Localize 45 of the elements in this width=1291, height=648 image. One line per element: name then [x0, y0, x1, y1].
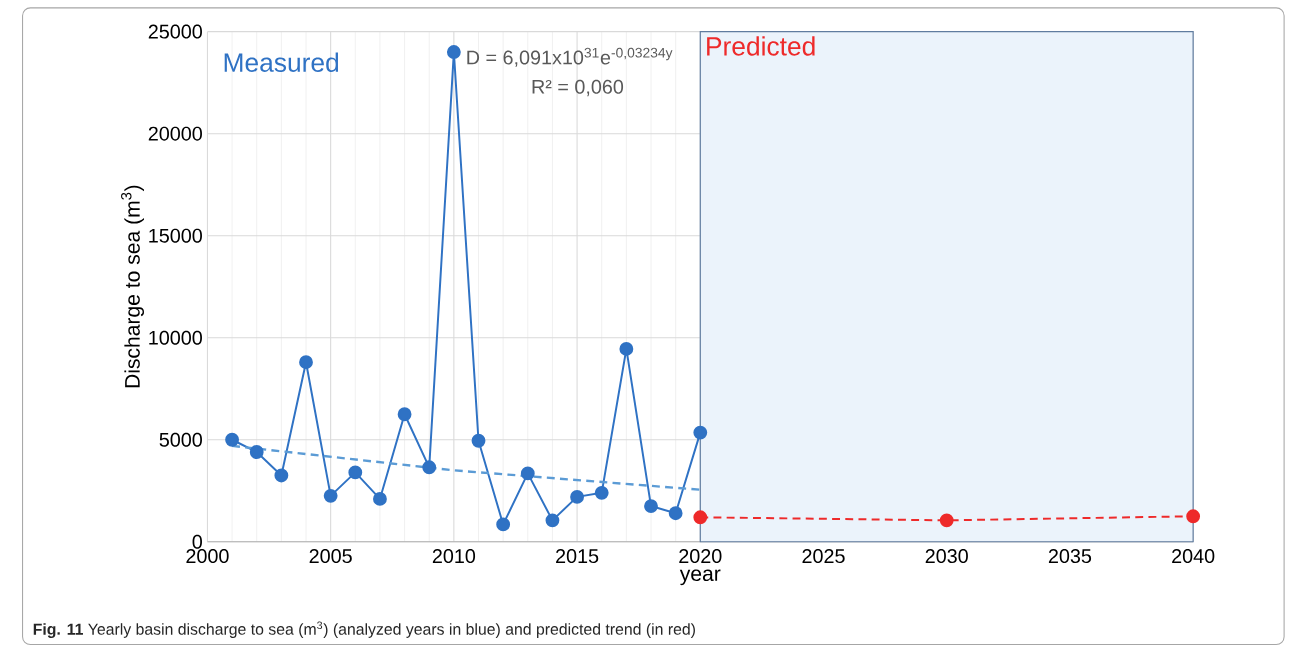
- point: [274, 468, 289, 483]
- point: [668, 506, 683, 521]
- x-tick-label: 2030: [925, 549, 968, 564]
- x-axis-title: year: [679, 569, 721, 586]
- point: [471, 434, 486, 448]
- y-tick-label: 15000: [149, 228, 202, 243]
- x-tick-label: 2040: [1172, 549, 1215, 564]
- text: Fig. 11 Yearly basin discharge to sea (m$^{3}$) (analyzed years in blue) and predicted trend (in red): [33, 621, 695, 639]
- point: [594, 486, 609, 500]
- x-tick-label: 2005: [309, 549, 352, 564]
- x-tick-label: 2020: [679, 549, 722, 564]
- point: [299, 355, 313, 370]
- x-tick-label: 2000: [186, 549, 229, 564]
- y-tick-label: 10000: [149, 330, 202, 345]
- point: [939, 513, 954, 528]
- x-tick-label: 2035: [1048, 549, 1092, 564]
- y-axis-title: Discharge to sea (m$^{3}$): [121, 185, 145, 388]
- point: [520, 466, 535, 481]
- y-tick-label: 5000: [159, 432, 202, 447]
- point: [1186, 509, 1201, 524]
- point: [693, 510, 708, 525]
- point: [446, 45, 461, 60]
- annotation: D = 6,091x10$^{31}$e$^{-0,03234y}$: [467, 48, 673, 68]
- point: [422, 460, 437, 475]
- band-label: Predicted: [707, 36, 815, 56]
- point: [225, 433, 239, 447]
- point: [644, 499, 658, 514]
- point: [323, 489, 338, 503]
- point: [373, 492, 387, 507]
- point: [496, 517, 511, 532]
- point: [545, 513, 560, 528]
- point: [249, 445, 264, 460]
- y-tick-label: 25000: [148, 24, 202, 39]
- annotation: Measured: [224, 52, 339, 73]
- y-tick-label: 0: [192, 534, 202, 549]
- point: [570, 490, 584, 505]
- y-tick-label: 20000: [148, 126, 202, 141]
- point: [397, 407, 412, 422]
- point: [348, 465, 363, 480]
- x-tick-label: 2010: [432, 549, 476, 564]
- annotation: R² = 0,060: [532, 80, 624, 97]
- x-tick-label: 2025: [802, 549, 845, 564]
- x-tick-label: 2015: [556, 549, 599, 564]
- point: [693, 425, 708, 440]
- point: [619, 342, 634, 357]
